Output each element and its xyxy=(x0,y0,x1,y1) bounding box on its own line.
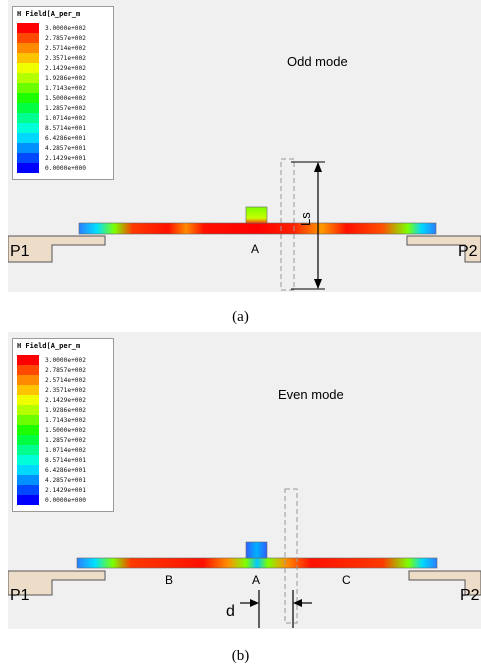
stub xyxy=(246,542,267,558)
point-label-a: A xyxy=(252,573,260,587)
even-mode-panel: H Field[A_per_m 3.0000e+002 2.7857e+002 2.… xyxy=(8,332,481,629)
ls-arrow-bottom xyxy=(314,279,322,289)
port-label-p2: P2 xyxy=(458,243,478,260)
d-arrow-left xyxy=(250,599,259,607)
microstrip-line xyxy=(79,223,436,234)
port-label-p1: P1 xyxy=(10,587,30,604)
ls-arrow-top xyxy=(314,162,322,172)
odd-mode-panel: H Field[A_per_m 3.0000e+002 2.7857e+002 2.… xyxy=(8,0,481,292)
even-mode-structure: d P1 P2 B A C xyxy=(8,332,481,629)
ls-label: Ls xyxy=(298,212,313,226)
microstrip-line xyxy=(77,558,437,568)
port-label-p1: P1 xyxy=(10,243,30,260)
caption-a: (a) xyxy=(0,309,481,326)
point-label-b: B xyxy=(165,573,173,587)
d-label: d xyxy=(226,603,235,620)
point-label-a: A xyxy=(251,242,259,256)
port-label-p2: P2 xyxy=(460,587,480,604)
point-label-c: C xyxy=(342,573,351,587)
stub xyxy=(246,207,267,223)
odd-mode-structure: Ls P1 P2 A xyxy=(8,0,481,292)
caption-b: (b) xyxy=(0,648,481,665)
